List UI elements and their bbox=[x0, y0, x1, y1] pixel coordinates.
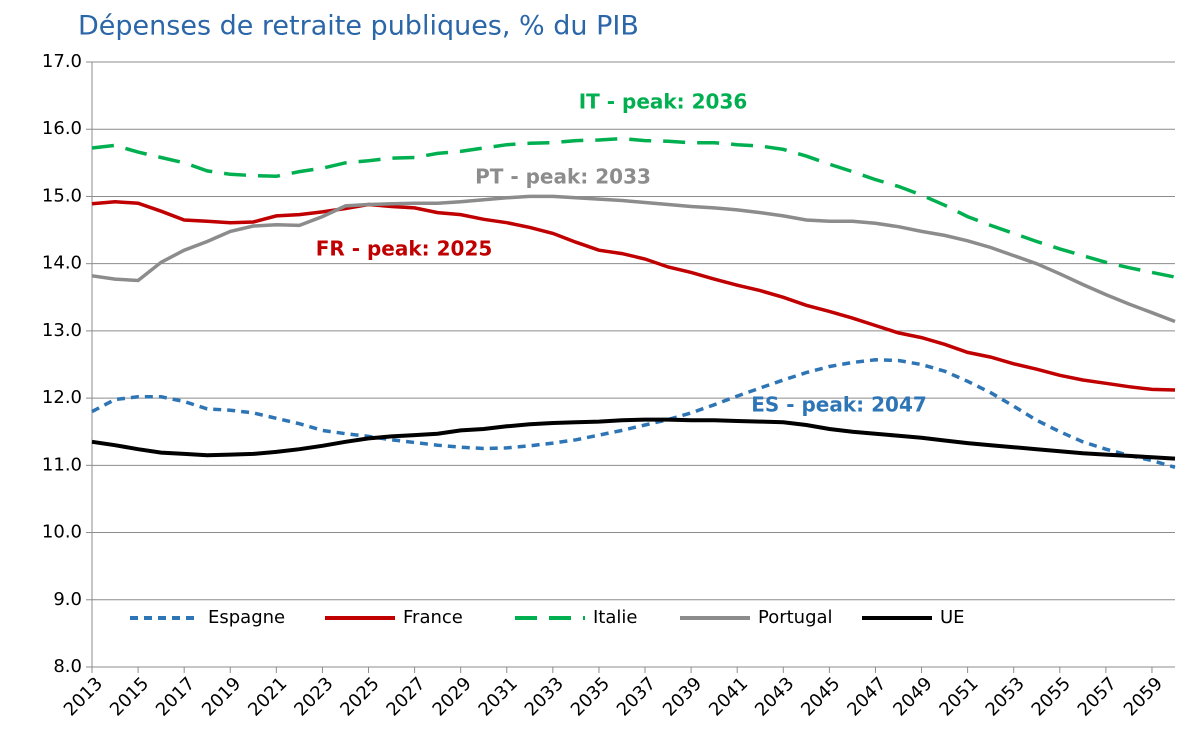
x-tick-label: 2041 bbox=[705, 673, 752, 720]
x-tick-label: 2049 bbox=[889, 673, 936, 720]
x-tick-label: 2047 bbox=[843, 673, 890, 720]
legend-label: Portugal bbox=[758, 607, 833, 628]
x-tick-label: 2051 bbox=[935, 673, 982, 720]
y-tick-label: 16.0 bbox=[42, 118, 82, 139]
x-tick-label: 2027 bbox=[382, 673, 429, 720]
series-line bbox=[91, 200, 1176, 392]
x-tick-label: 2045 bbox=[797, 673, 844, 720]
x-tick-label: 2021 bbox=[244, 673, 291, 720]
x-tick-label: 2043 bbox=[751, 673, 798, 720]
legend-label: France bbox=[403, 607, 463, 628]
x-tick-label: 2039 bbox=[659, 673, 706, 720]
x-tick-label: 2025 bbox=[336, 673, 383, 720]
x-tick-label: 2029 bbox=[429, 673, 476, 720]
x-tick-label: 2053 bbox=[982, 673, 1029, 720]
series-line bbox=[91, 136, 1176, 279]
x-tick-label: 2037 bbox=[613, 673, 660, 720]
annotation: FR - peak: 2025 bbox=[316, 237, 493, 261]
legend-label: UE bbox=[940, 607, 965, 628]
x-tick-label: 2017 bbox=[152, 673, 199, 720]
x-tick-label: 2019 bbox=[198, 673, 245, 720]
annotation: IT - peak: 2036 bbox=[579, 90, 748, 114]
x-tick-label: 2015 bbox=[106, 673, 153, 720]
y-tick-label: 9.0 bbox=[53, 589, 82, 610]
series-line bbox=[91, 194, 1176, 324]
series-line bbox=[91, 417, 1176, 461]
chart-title: Dépenses de retraite publiques, % du PIB bbox=[78, 11, 639, 42]
y-tick-label: 10.0 bbox=[42, 522, 82, 543]
annotation: PT - peak: 2033 bbox=[475, 165, 651, 189]
x-tick-label: 2023 bbox=[290, 673, 337, 720]
x-tick-label: 2057 bbox=[1074, 673, 1121, 720]
x-tick-label: 2055 bbox=[1028, 673, 1075, 720]
y-tick-label: 13.0 bbox=[42, 320, 82, 341]
x-tick-label: 2033 bbox=[521, 673, 568, 720]
y-tick-label: 12.0 bbox=[42, 387, 82, 408]
x-tick-label: 2059 bbox=[1120, 673, 1167, 720]
y-tick-label: 17.0 bbox=[42, 51, 82, 72]
x-tick-label: 2013 bbox=[60, 673, 107, 720]
y-tick-label: 15.0 bbox=[42, 185, 82, 206]
y-tick-label: 8.0 bbox=[53, 656, 82, 677]
y-tick-label: 14.0 bbox=[42, 253, 82, 274]
legend-label: Italie bbox=[593, 607, 637, 628]
legend-label: Espagne bbox=[208, 607, 285, 628]
annotation: ES - peak: 2047 bbox=[751, 393, 927, 417]
x-tick-label: 2031 bbox=[475, 673, 522, 720]
x-tick-label: 2035 bbox=[567, 673, 614, 720]
y-tick-label: 11.0 bbox=[42, 454, 82, 475]
series-line bbox=[91, 358, 1176, 469]
